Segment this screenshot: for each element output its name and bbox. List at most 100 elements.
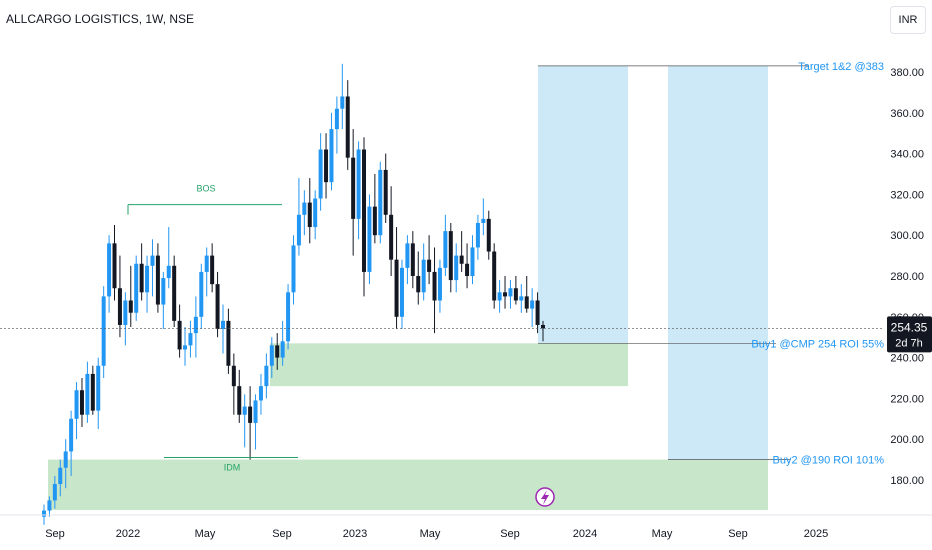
candle-body xyxy=(215,284,220,330)
y-tick-label: 280.00 xyxy=(890,271,924,283)
candle-body xyxy=(340,96,345,109)
currency-button[interactable]: INR xyxy=(890,6,926,34)
candle-body xyxy=(145,265,150,293)
candle-body xyxy=(475,222,480,248)
y-tick-label: 340.00 xyxy=(890,149,924,161)
candle-body xyxy=(362,149,367,272)
x-tick-label: Sep xyxy=(272,528,292,540)
candle-body xyxy=(139,263,144,293)
candle-body xyxy=(101,296,106,366)
x-tick-label: 2023 xyxy=(343,528,367,540)
candle-body xyxy=(454,255,459,281)
candle-body xyxy=(470,247,475,276)
candle-body xyxy=(313,198,318,228)
candle-body xyxy=(52,484,57,501)
candle-body xyxy=(513,288,518,301)
candle-body xyxy=(193,316,198,334)
candle-body xyxy=(481,218,486,223)
candle-body xyxy=(258,386,263,401)
candle-body xyxy=(394,259,399,317)
candle-body xyxy=(188,333,193,346)
candle-body xyxy=(63,451,68,468)
candle-body xyxy=(307,202,312,228)
y-tick-label: 220.00 xyxy=(890,393,924,405)
candle-body xyxy=(383,169,388,215)
lightning-bolt-glyph xyxy=(541,490,549,505)
y-tick-label: 320.00 xyxy=(890,189,924,201)
candle-body xyxy=(96,365,101,411)
y-tick-label: 200.00 xyxy=(890,434,924,446)
candle-body xyxy=(486,218,491,252)
candle-body xyxy=(220,320,225,330)
target-box-2 xyxy=(668,65,768,460)
candle-body xyxy=(74,390,79,419)
bos-label: BOS xyxy=(196,184,215,194)
candle-body xyxy=(399,267,404,317)
candle-body xyxy=(242,406,247,415)
candle-body xyxy=(210,255,215,285)
candle-body xyxy=(535,300,540,325)
candle-body xyxy=(302,202,307,215)
candle-body xyxy=(291,245,296,293)
candle-body xyxy=(524,296,529,309)
y-tick-label: 360.00 xyxy=(890,108,924,120)
candle-body xyxy=(432,271,437,301)
candle-body xyxy=(226,320,231,366)
x-tick-label: 2024 xyxy=(573,528,597,540)
price-badge xyxy=(887,316,932,353)
candle-body xyxy=(264,365,269,387)
candle-body xyxy=(367,206,372,272)
candle-body xyxy=(389,214,394,260)
x-tick-label: May xyxy=(420,528,441,540)
candle-body xyxy=(107,243,112,297)
candle-body xyxy=(448,231,453,281)
candle-body xyxy=(519,296,524,301)
candle-body xyxy=(177,320,182,350)
y-tick-label: 240.00 xyxy=(890,353,924,365)
candle-body xyxy=(443,231,448,268)
candle-body xyxy=(372,206,377,236)
demand-zone-upper xyxy=(270,343,628,387)
candle-body xyxy=(42,510,46,517)
candle-body xyxy=(172,265,177,321)
price-badge-countdown: 2d 7h xyxy=(895,337,923,349)
candle-body xyxy=(334,108,339,130)
candle-body xyxy=(410,243,415,276)
candle-body xyxy=(134,263,139,313)
candle-body xyxy=(356,149,361,219)
candle-body xyxy=(90,373,95,411)
candle-body xyxy=(324,149,329,183)
candle-body xyxy=(437,267,442,301)
candle-body xyxy=(47,500,52,511)
candle-body xyxy=(296,214,301,246)
candle-body xyxy=(161,278,166,305)
candle-body xyxy=(112,243,117,289)
candle-body xyxy=(459,255,464,264)
candle-body xyxy=(69,418,74,452)
candle-body xyxy=(351,157,356,219)
candle-body xyxy=(508,288,513,297)
x-tick-label: May xyxy=(652,528,673,540)
candle-body xyxy=(79,390,84,415)
candle-body xyxy=(378,169,383,236)
candle-body xyxy=(237,386,242,415)
candle-body xyxy=(155,255,160,305)
y-tick-label: 300.00 xyxy=(890,230,924,242)
candle-body xyxy=(530,300,535,309)
candle-body xyxy=(318,149,323,199)
candle-body xyxy=(427,259,432,272)
candle-body xyxy=(166,265,171,279)
x-tick-label: Sep xyxy=(500,528,520,540)
candle-body xyxy=(465,263,470,276)
target-box-1 xyxy=(538,65,628,344)
x-tick-label: 2022 xyxy=(116,528,140,540)
candle-body xyxy=(183,345,188,350)
candle-body xyxy=(150,255,155,266)
candle-body xyxy=(128,300,133,313)
candle-body xyxy=(497,292,502,301)
candle-body xyxy=(117,288,122,325)
candle-body xyxy=(58,467,63,485)
candle-body xyxy=(204,255,209,272)
candle-body xyxy=(199,271,204,317)
